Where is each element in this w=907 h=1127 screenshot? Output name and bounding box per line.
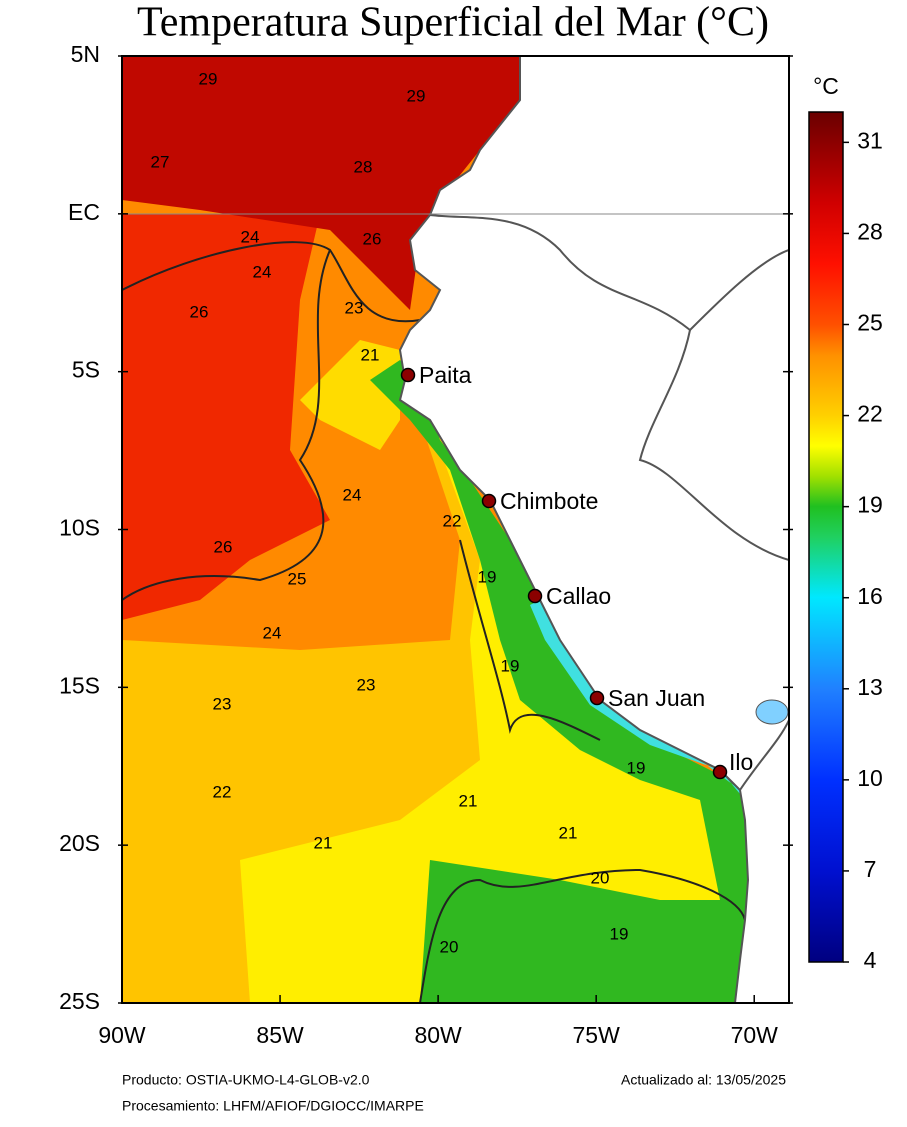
- contour-label: 24: [263, 623, 282, 642]
- city-marker: [589, 690, 605, 706]
- x-tick-label: 90W: [98, 1022, 146, 1048]
- colorbar-tick-label: 28: [857, 219, 883, 245]
- contour-label: 24: [253, 262, 272, 281]
- y-tick-label: 15S: [59, 672, 100, 698]
- x-tick-label: 80W: [414, 1022, 462, 1048]
- contour-label: 26: [214, 537, 233, 556]
- colorbar: [808, 111, 844, 963]
- x-tick-label: 75W: [573, 1022, 621, 1048]
- city-label: San Juan: [608, 685, 705, 711]
- colorbar-tick-label: 10: [857, 765, 883, 791]
- city-marker: [481, 493, 497, 509]
- sst-field: [122, 56, 789, 1003]
- title: Temperatura Superficial del Mar (°C): [137, 0, 769, 46]
- contour-label: 19: [478, 567, 497, 586]
- contour-label: 23: [213, 694, 232, 713]
- city-marker: [527, 588, 543, 604]
- contour-label: 21: [361, 345, 380, 364]
- contour-label: 24: [241, 227, 260, 246]
- colorbar-tick-label: 16: [857, 583, 883, 609]
- y-tick-label: 5S: [72, 357, 100, 383]
- contour-label: 23: [345, 298, 364, 317]
- footer-updated: Actualizado al: 13/05/2025: [621, 1072, 786, 1088]
- contour-label: 25: [288, 569, 307, 588]
- colorbar-unit: °C: [813, 73, 839, 99]
- city-label: Callao: [546, 583, 611, 609]
- city-label: Ilo: [729, 749, 753, 775]
- y-tick-label: 10S: [59, 515, 100, 541]
- contour-label: 29: [199, 69, 218, 88]
- contour-label: 19: [501, 656, 520, 675]
- contour-label: 21: [459, 791, 478, 810]
- contour-label: 21: [314, 833, 333, 852]
- footer-product: Producto: OSTIA-UKMO-L4-GLOB-v2.0: [122, 1072, 370, 1088]
- city-label: Chimbote: [500, 488, 598, 514]
- city-label: Paita: [419, 362, 472, 388]
- x-tick-label: 85W: [256, 1022, 304, 1048]
- contour-label: 29: [407, 86, 426, 105]
- colorbar-tick-label: 31: [857, 127, 883, 153]
- contour-label: 20: [440, 937, 459, 956]
- colorbar-tick-label: 22: [857, 401, 883, 427]
- colorbar-tick-label: 19: [857, 492, 883, 518]
- colorbar-tick-label: 25: [857, 310, 883, 336]
- contour-label: 26: [190, 302, 209, 321]
- contour-label: 19: [610, 924, 629, 943]
- city-marker: [400, 367, 416, 383]
- y-tick-label: 25S: [59, 988, 100, 1014]
- contour-label: 20: [591, 868, 610, 887]
- y-tick-label: EC: [68, 199, 100, 225]
- contour-label: 22: [213, 782, 232, 801]
- y-tick-label: 5N: [71, 41, 100, 67]
- contour-label: 28: [354, 157, 373, 176]
- colorbar-tick-label: 13: [857, 674, 883, 700]
- city-marker: [712, 764, 728, 780]
- contour-label: 26: [363, 229, 382, 248]
- contour-label: 21: [559, 823, 578, 842]
- x-tick-label: 70W: [731, 1022, 779, 1048]
- contour-label: 24: [343, 485, 362, 504]
- y-tick-label: 20S: [59, 830, 100, 856]
- contour-label: 27: [151, 152, 170, 171]
- colorbar-tick-label: 4: [864, 947, 877, 973]
- colorbar-tick-label: 7: [864, 856, 877, 882]
- contour-label: 23: [357, 675, 376, 694]
- contour-label: 22: [443, 511, 462, 530]
- footer-processing: Procesamiento: LHFM/AFIOF/DGIOCC/IMARPE: [122, 1098, 424, 1114]
- contour-label: 19: [627, 758, 646, 777]
